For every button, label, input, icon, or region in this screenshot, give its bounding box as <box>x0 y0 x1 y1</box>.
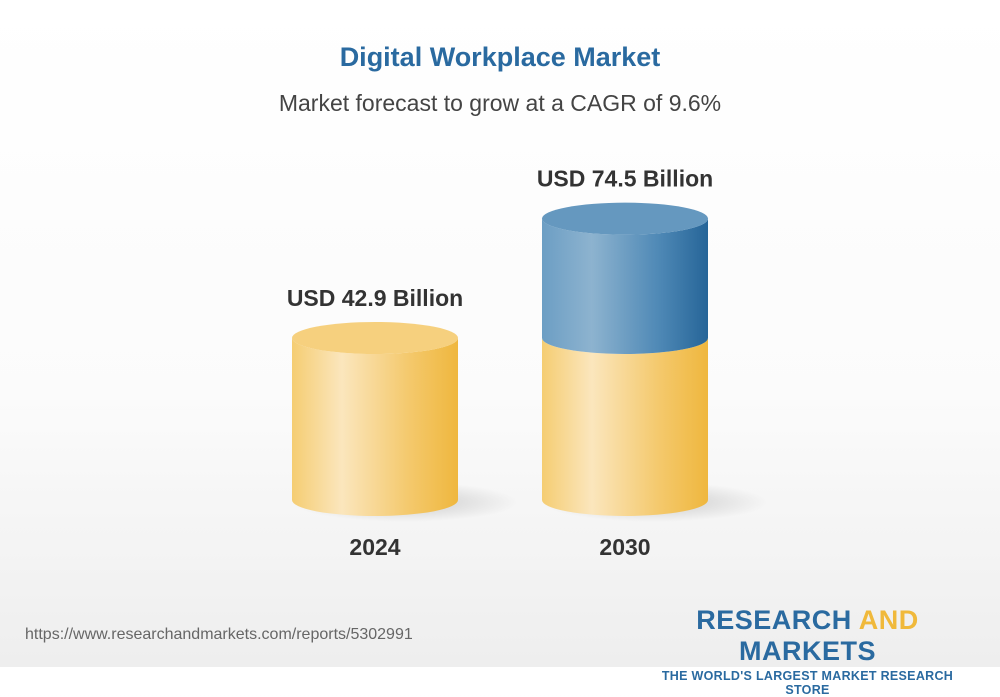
bar-base-2024 <box>292 338 458 516</box>
bar-base-2030 <box>542 338 708 516</box>
research-and-markets-logo: RESEARCH AND MARKETS THE WORLD'S LARGEST… <box>661 605 954 697</box>
report-url[interactable]: https://www.researchandmarkets.com/repor… <box>25 626 413 643</box>
data-label: USD 74.5 Billion <box>537 166 713 192</box>
bar-growth-2030 <box>542 218 708 354</box>
chart-subtitle: Market forecast to grow at a CAGR of 9.6… <box>278 90 722 116</box>
chart-title: Digital Workplace Market <box>339 42 661 72</box>
bar-top-2030 <box>542 202 708 235</box>
bar-top-2024 <box>292 322 458 354</box>
category-label: 2024 <box>349 534 400 560</box>
cylinder-chart: USD 42.9 Billion 2024 USD 74.5 Billion 2030 <box>287 166 768 560</box>
data-label: USD 42.9 Billion <box>287 285 463 311</box>
category-label: 2030 <box>599 534 650 560</box>
